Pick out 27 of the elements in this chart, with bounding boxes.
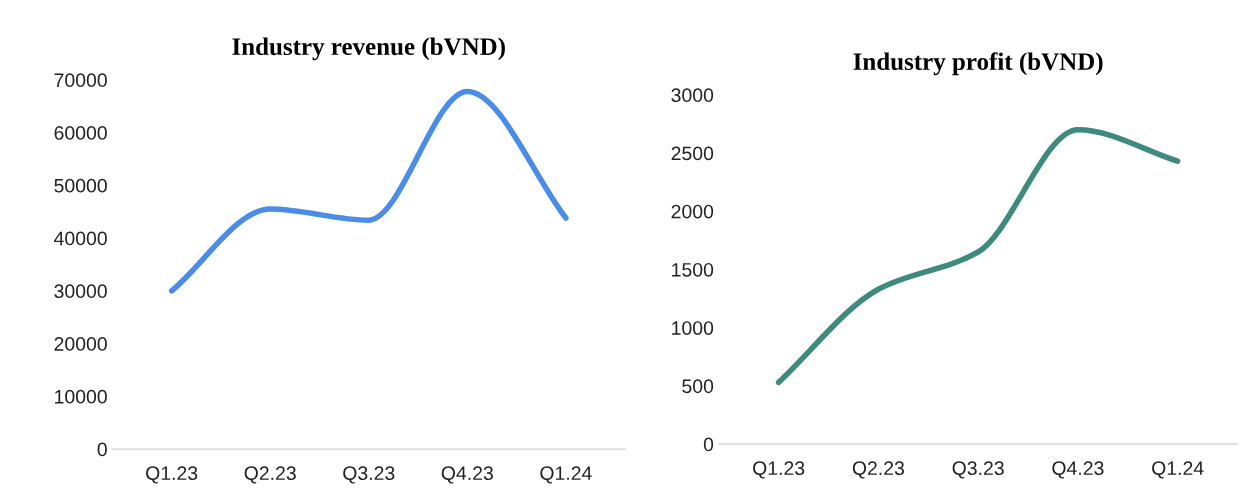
y-tick-label: 3000 — [671, 88, 714, 103]
y-tick-label: 40000 — [54, 231, 107, 246]
x-tick-label: Q1.24 — [540, 466, 592, 484]
y-tick-label: 1500 — [672, 262, 714, 277]
y-tick-label: 2000 — [671, 204, 714, 219]
y-tick-label: 30000 — [54, 284, 107, 299]
x-tick-label: Q1.24 — [1152, 461, 1204, 479]
x-tick-label: Q4.23 — [441, 466, 493, 484]
y-tick-label: 10000 — [55, 389, 107, 404]
y-tick-label: 0 — [97, 442, 107, 457]
x-tick-label: Q4.23 — [1052, 461, 1104, 479]
x-tick-label: Q3.23 — [952, 461, 1004, 479]
y-tick-label: 500 — [682, 379, 714, 394]
y-tick-label: 2500 — [671, 146, 714, 161]
x-tick-label: Q2.23 — [244, 466, 296, 484]
y-tick-label: 50000 — [54, 178, 107, 193]
chart-title: Industry profit (bVND) — [853, 52, 1103, 76]
y-tick-label: 20000 — [54, 337, 107, 351]
chart-title: Industry revenue (bVND) — [232, 37, 505, 61]
y-tick-label: 70000 — [54, 73, 107, 88]
y-tick-label: 0 — [703, 437, 714, 452]
y-tick-label: 1000 — [672, 321, 714, 335]
x-tick-label: Q1.23 — [753, 461, 805, 479]
x-tick-label: Q3.23 — [343, 466, 395, 484]
y-tick-label: 60000 — [54, 126, 107, 140]
x-tick-label: Q1.23 — [146, 466, 198, 484]
x-tick-label: Q2.23 — [852, 461, 904, 479]
